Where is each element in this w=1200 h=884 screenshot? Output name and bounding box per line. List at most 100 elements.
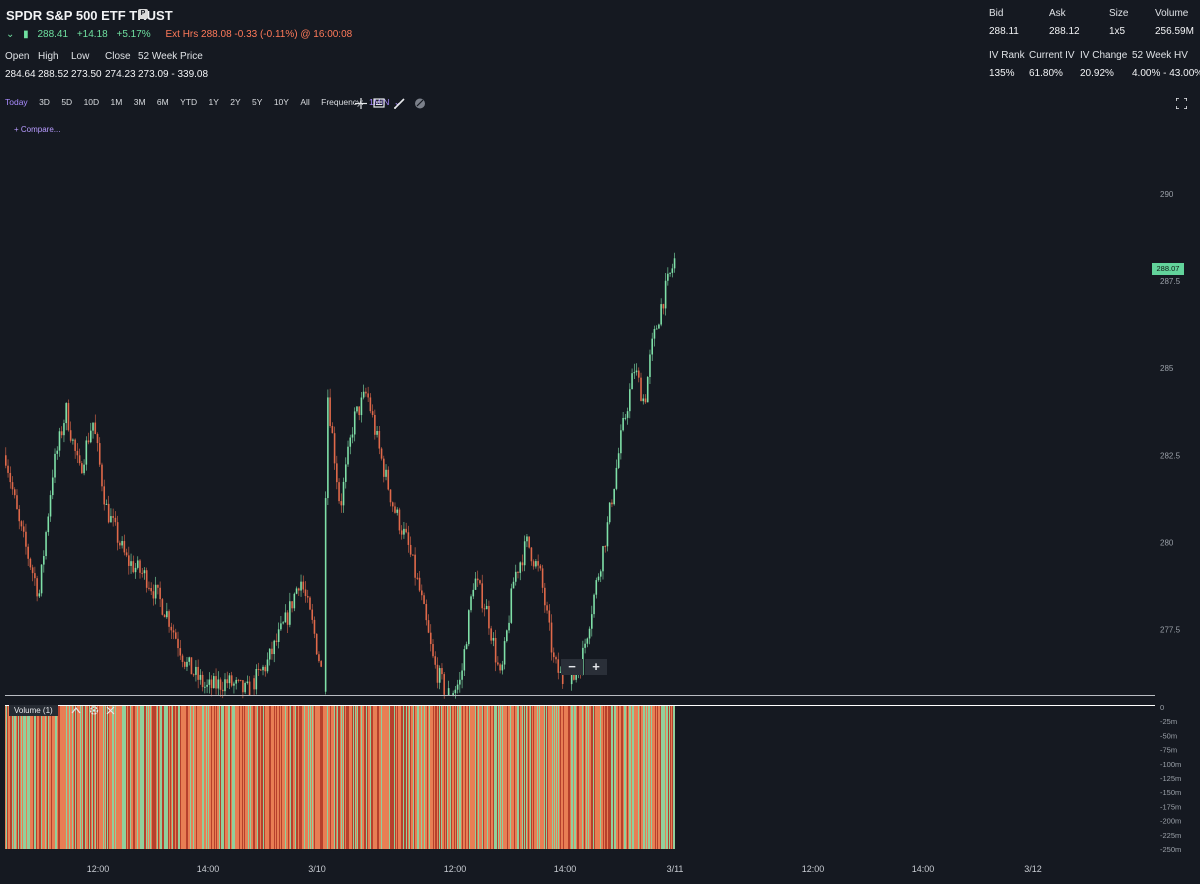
candle-body bbox=[36, 578, 38, 597]
volume-bar bbox=[586, 706, 587, 849]
candle-body bbox=[407, 532, 410, 545]
candle-body bbox=[608, 502, 611, 523]
volume-bar bbox=[447, 706, 448, 849]
zoom-in-button[interactable]: + bbox=[585, 659, 607, 675]
draw-pencil-icon[interactable] bbox=[394, 98, 405, 109]
fullscreen-icon[interactable] bbox=[1176, 98, 1187, 109]
volume-bar bbox=[605, 706, 606, 849]
volume-bar bbox=[189, 706, 190, 849]
volume-tick-label: -100m bbox=[1160, 760, 1181, 769]
volume-bar bbox=[125, 706, 126, 849]
timeframe-3d[interactable]: 3D bbox=[39, 97, 50, 107]
volume-bar bbox=[513, 706, 514, 849]
candle-body bbox=[441, 668, 443, 675]
bid-value: 288.11 bbox=[989, 26, 1019, 37]
chevron-down-icon[interactable]: ⌄ bbox=[393, 97, 401, 107]
volume-bar bbox=[522, 706, 523, 849]
price-tick-label: 287.5 bbox=[1160, 277, 1181, 286]
candle-body bbox=[365, 391, 367, 394]
candle-body bbox=[58, 431, 61, 451]
candle-body bbox=[257, 668, 260, 670]
timeframe-10y[interactable]: 10Y bbox=[273, 97, 289, 107]
volume-bar bbox=[551, 706, 552, 849]
studies-icon[interactable] bbox=[373, 98, 385, 108]
size-label: Size bbox=[1109, 8, 1129, 19]
timeframe-today[interactable]: Today bbox=[5, 97, 28, 107]
volume-bar bbox=[246, 706, 247, 849]
timeframe-2y[interactable]: 2Y bbox=[230, 97, 241, 107]
candle-body bbox=[20, 521, 23, 527]
candle-body bbox=[606, 522, 609, 547]
candle-body bbox=[358, 406, 360, 416]
timeframe-ytd[interactable]: YTD bbox=[180, 97, 198, 107]
volume-bar bbox=[48, 706, 49, 849]
settings-gear-icon[interactable] bbox=[89, 706, 99, 715]
timeframe-10d[interactable]: 10D bbox=[83, 97, 100, 107]
crosshair-icon[interactable] bbox=[355, 98, 367, 109]
timeframe-1y[interactable]: 1Y bbox=[208, 97, 219, 107]
chevron-down-icon[interactable]: ⌄ bbox=[6, 29, 15, 40]
volume-bar bbox=[158, 706, 159, 849]
timeframe-5y[interactable]: 5Y bbox=[252, 97, 263, 107]
volume-bar bbox=[591, 706, 592, 849]
close-icon[interactable] bbox=[106, 706, 115, 715]
collapse-icon[interactable] bbox=[71, 707, 81, 714]
volume-bar bbox=[122, 706, 123, 849]
volume-chart[interactable]: 0 -25m -50m -75m -100m -125m -150m -175m -200m -2… bbox=[0, 703, 1200, 855]
candle-body bbox=[338, 482, 340, 502]
volume-bar bbox=[443, 706, 444, 849]
volume-bar bbox=[102, 706, 103, 849]
compare-link[interactable]: + Compare... bbox=[14, 125, 61, 134]
volume-bar bbox=[60, 706, 61, 849]
volume-bar bbox=[314, 706, 315, 849]
volume-bar bbox=[272, 706, 273, 849]
candle-body bbox=[145, 570, 148, 588]
volume-bar bbox=[302, 706, 303, 849]
candle-body bbox=[284, 612, 287, 623]
timeframe-6m[interactable]: 6M bbox=[156, 97, 169, 107]
volume-bar bbox=[306, 706, 307, 849]
candle-body bbox=[132, 561, 135, 573]
volume-bar bbox=[133, 706, 134, 849]
zoom-out-button[interactable]: − bbox=[561, 659, 583, 675]
candle-body bbox=[266, 659, 269, 672]
volume-bar bbox=[144, 706, 145, 849]
volume-bar bbox=[556, 706, 557, 849]
timeframe-5d[interactable]: 5D bbox=[61, 97, 73, 107]
volume-bar bbox=[368, 706, 369, 849]
candle-body bbox=[34, 573, 36, 579]
volume-bar bbox=[255, 706, 256, 849]
volume-bar bbox=[132, 706, 133, 849]
volume-bar bbox=[47, 706, 48, 849]
volume-bar bbox=[281, 706, 282, 849]
volume-bar bbox=[165, 706, 166, 849]
volume-bar bbox=[668, 706, 669, 849]
size-value: 1x5 bbox=[1109, 26, 1126, 37]
volume-bar bbox=[88, 706, 89, 849]
timeframe-all[interactable]: All bbox=[300, 97, 310, 107]
price-chart[interactable]: 290 287.5 285 282.5 280 277.5 bbox=[0, 114, 1200, 699]
volume-bar bbox=[114, 706, 115, 849]
candle-body bbox=[5, 455, 7, 466]
candle-body bbox=[436, 664, 439, 683]
pane-divider[interactable] bbox=[5, 695, 1155, 696]
timeframe-1m[interactable]: 1M bbox=[110, 97, 123, 107]
volume-bar bbox=[466, 706, 467, 849]
candle-body bbox=[510, 588, 513, 623]
candle-body bbox=[376, 431, 378, 435]
candle-body bbox=[584, 643, 586, 648]
candle-body bbox=[396, 509, 399, 513]
candle-body bbox=[40, 564, 43, 594]
volume-bar bbox=[365, 706, 366, 849]
instrument-type-badge: P bbox=[138, 9, 148, 19]
volume-bar bbox=[436, 706, 437, 849]
volume-bar bbox=[53, 706, 54, 849]
volume-bar bbox=[6, 706, 7, 849]
timeframe-3m[interactable]: 3M bbox=[133, 97, 146, 107]
theme-icon[interactable] bbox=[415, 98, 425, 109]
candle-body bbox=[353, 411, 356, 435]
candle-body bbox=[87, 440, 90, 443]
volume-axis: 0 -25m -50m -75m -100m -125m -150m -175m -200m -2… bbox=[1160, 703, 1181, 854]
volume-bar bbox=[369, 706, 370, 849]
volume-bar bbox=[262, 706, 263, 849]
